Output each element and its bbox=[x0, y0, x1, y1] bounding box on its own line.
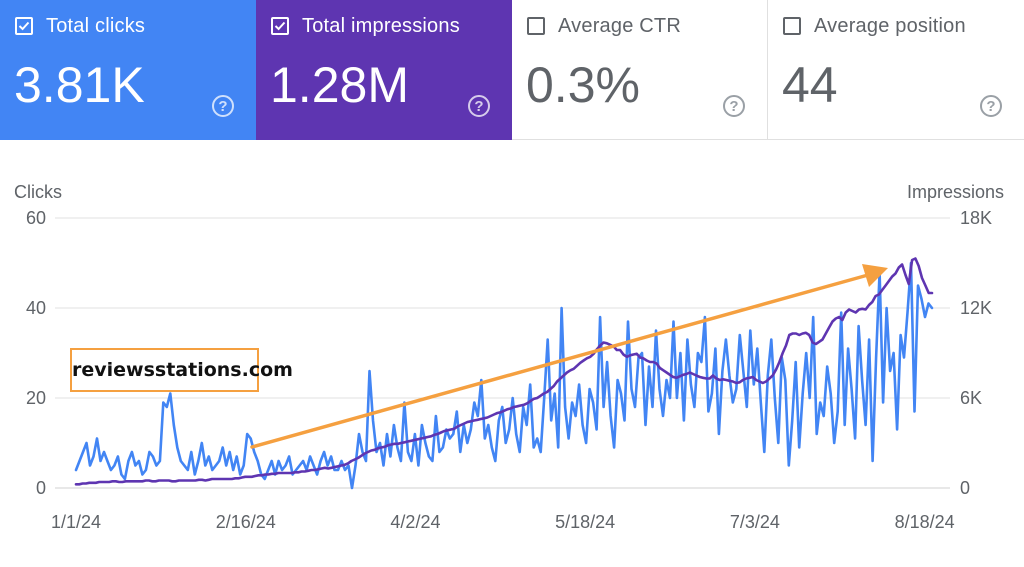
help-circle-icon[interactable]: ? bbox=[723, 95, 745, 117]
left-axis-tick-label: 20 bbox=[26, 388, 46, 408]
right-axis-tick-label: 12K bbox=[960, 298, 992, 318]
watermark-logo: reviewsstations.com bbox=[70, 348, 293, 392]
checkbox-unchecked-icon[interactable] bbox=[783, 17, 801, 35]
left-axis-tick-label: 0 bbox=[36, 478, 46, 498]
x-axis-tick-label: 1/1/24 bbox=[51, 512, 101, 532]
x-axis-tick-label: 8/18/24 bbox=[895, 512, 955, 532]
average-position-card[interactable]: Average position 44 ? bbox=[768, 0, 1024, 140]
average-position-label: Average position bbox=[814, 15, 966, 37]
right-axis-label: Impressions bbox=[907, 182, 1004, 202]
metric-cards: Total clicks 3.81K ? Total impressions 1… bbox=[0, 0, 1024, 140]
x-axis-tick-label: 5/18/24 bbox=[555, 512, 615, 532]
trend-arrow-head bbox=[862, 264, 888, 287]
help-circle-icon[interactable]: ? bbox=[468, 95, 490, 117]
help-circle-icon[interactable]: ? bbox=[980, 95, 1002, 117]
right-axis-tick-label: 6K bbox=[960, 388, 982, 408]
average-ctr-card[interactable]: Average CTR 0.3% ? bbox=[512, 0, 768, 140]
left-axis-tick-label: 60 bbox=[26, 208, 46, 228]
right-axis-tick-label: 0 bbox=[960, 478, 970, 498]
left-axis-label: Clicks bbox=[14, 182, 62, 202]
total-clicks-label: Total clicks bbox=[46, 15, 146, 37]
impressions-series-line bbox=[74, 257, 934, 486]
checkbox-checked-icon[interactable] bbox=[271, 17, 289, 35]
x-axis-tick-label: 4/2/24 bbox=[390, 512, 440, 532]
help-circle-icon[interactable]: ? bbox=[212, 95, 234, 117]
total-impressions-label: Total impressions bbox=[302, 15, 460, 37]
total-clicks-card[interactable]: Total clicks 3.81K ? bbox=[0, 0, 256, 140]
total-impressions-card[interactable]: Total impressions 1.28M ? bbox=[256, 0, 512, 140]
left-axis-tick-label: 40 bbox=[26, 298, 46, 318]
average-ctr-label: Average CTR bbox=[558, 15, 681, 37]
x-axis-tick-label: 7/3/24 bbox=[730, 512, 780, 532]
clicks-series-line bbox=[74, 261, 934, 490]
x-axis-tick-label: 2/16/24 bbox=[216, 512, 276, 532]
total-clicks-value: 3.81K bbox=[14, 57, 145, 113]
average-ctr-value: 0.3% bbox=[526, 57, 640, 113]
average-position-value: 44 bbox=[782, 57, 838, 113]
checkbox-unchecked-icon[interactable] bbox=[527, 17, 545, 35]
checkbox-checked-icon[interactable] bbox=[15, 17, 33, 35]
trend-arrow-line bbox=[250, 273, 870, 449]
right-axis-tick-label: 18K bbox=[960, 208, 992, 228]
total-impressions-value: 1.28M bbox=[270, 57, 409, 113]
